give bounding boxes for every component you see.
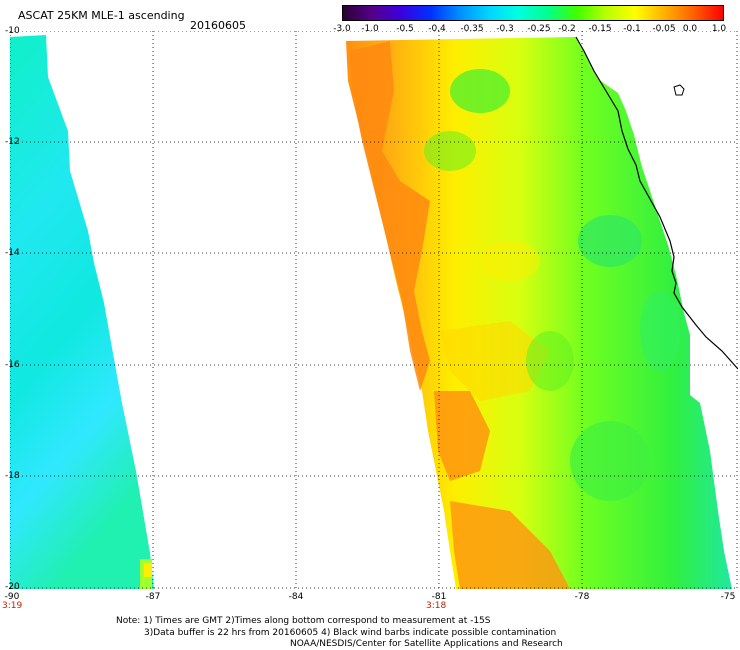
colorbar-tick: -0.1 [623, 24, 641, 34]
swath-time-label: 3:18 [426, 601, 447, 611]
longitude-label: -87 [145, 592, 161, 602]
colorbar [342, 5, 724, 21]
footnote-line: NOAA/NESDIS/Center for Satellite Applica… [290, 639, 563, 649]
longitude-label: -81 [431, 592, 447, 602]
map-date: 20160605 [190, 19, 246, 32]
colorbar-tick: 1.0 [711, 24, 727, 34]
colorbar-tick: -0.35 [460, 24, 484, 34]
island [673, 84, 685, 96]
west-swath [10, 35, 154, 589]
colorbar-tick: -1.0 [361, 24, 379, 34]
colorbar-tick: -0.4 [428, 24, 446, 34]
map-title: ASCAT 25KM MLE-1 ascending [18, 9, 185, 22]
latitude-label: -20 [5, 582, 20, 592]
latitude-label: -12 [5, 137, 20, 147]
colorbar-tick: -0.25 [527, 24, 551, 34]
colorbar-tick: -0.2 [558, 24, 576, 34]
scatterometer-map [10, 31, 738, 589]
latitude-label: -14 [5, 248, 20, 258]
colorbar-tick: 0.0 [682, 24, 698, 34]
footnote-line: 3)Data buffer is 22 hrs from 20160605 4)… [144, 628, 557, 638]
colorbar-tick: -0.3 [496, 24, 514, 34]
longitude-label: -84 [288, 592, 304, 602]
longitude-label: -75 [720, 592, 736, 602]
latitude-label: -18 [5, 471, 20, 481]
latitude-label: -16 [5, 360, 20, 370]
longitude-label: -90 [4, 592, 20, 602]
colorbar-tick: -0.05 [652, 24, 676, 34]
footnote-line: Note: 1) Times are GMT 2)Times along bot… [116, 616, 491, 626]
colorbar-tick: -3.0 [333, 24, 351, 34]
grid [10, 31, 738, 589]
swath-time-label: 3:19 [2, 601, 23, 611]
longitude-label: -78 [574, 592, 590, 602]
colorbar-tick: -0.15 [588, 24, 612, 34]
coastline [575, 36, 738, 370]
colorbar-tick: -0.5 [396, 24, 414, 34]
latitude-label: -10 [5, 26, 20, 36]
